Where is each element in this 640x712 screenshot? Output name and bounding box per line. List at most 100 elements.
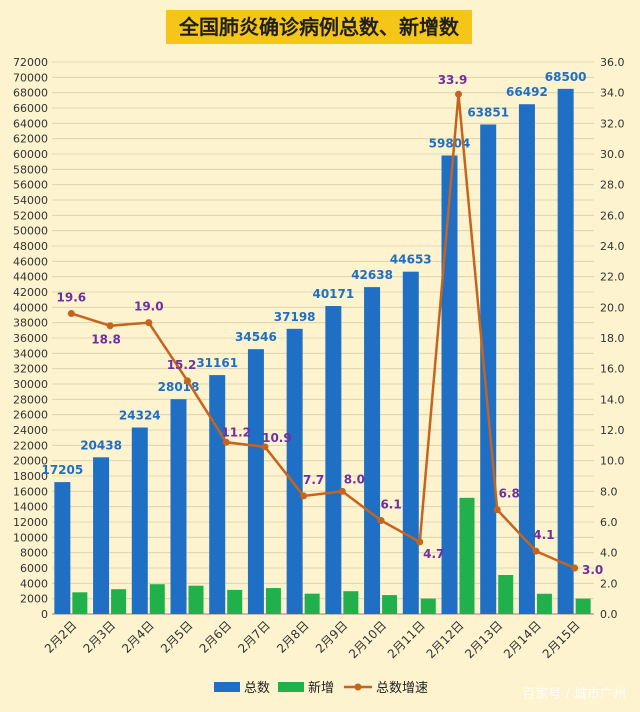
- bar-total-label: 20438: [80, 438, 122, 452]
- x-tick-label: 2月5日: [158, 618, 196, 656]
- bar-total-label: 68500: [545, 70, 587, 84]
- x-tick-label: 2月11日: [385, 618, 428, 661]
- bar-total: [557, 88, 574, 615]
- line-point-label: 33.9: [438, 73, 468, 87]
- line-point: [145, 319, 153, 327]
- y2-tick-label: 22.0: [600, 271, 625, 284]
- y2-tick-label: 14.0: [600, 393, 625, 406]
- watermark: 百家号 / 城市广州: [522, 687, 626, 702]
- y2-tick-label: 32.0: [600, 117, 625, 130]
- legend-swatch-new: [278, 682, 304, 692]
- bar-total-label: 42638: [351, 268, 393, 282]
- y-tick-label: 24000: [13, 424, 48, 437]
- y2-tick-label: 26.0: [600, 209, 625, 222]
- y-tick-label: 68000: [13, 87, 48, 100]
- x-tick-label: 2月15日: [540, 618, 583, 661]
- bar-total: [286, 328, 303, 614]
- y-tick-label: 32000: [13, 363, 48, 376]
- line-point: [493, 506, 501, 514]
- bar-total: [480, 124, 497, 614]
- y-tick-label: 6000: [20, 562, 48, 575]
- line-point: [300, 492, 308, 500]
- chart-title: 全国肺炎确诊病例总数、新增数: [166, 10, 472, 44]
- bar-total: [209, 375, 226, 614]
- y2-tick-label: 8.0: [600, 485, 618, 498]
- y-tick-label: 72000: [13, 56, 48, 69]
- bar-total-label: 66492: [506, 85, 548, 99]
- y-tick-label: 58000: [13, 163, 48, 176]
- line-point-label: 6.8: [499, 487, 520, 501]
- legend-swatch-total: [214, 682, 240, 692]
- x-tick-label: 2月12日: [424, 618, 467, 661]
- x-tick-label: 2月7日: [235, 618, 273, 656]
- y-tick-label: 16000: [13, 485, 48, 498]
- line-point-label: 6.1: [380, 497, 401, 511]
- bar-total: [518, 104, 535, 614]
- line-point-label: 10.9: [262, 431, 292, 445]
- line-point: [377, 516, 385, 524]
- bar-new: [575, 598, 591, 614]
- line-point-label: 11.2: [221, 425, 251, 439]
- bar-new: [420, 598, 436, 614]
- y-tick-label: 20000: [13, 455, 48, 468]
- x-tick-label: 2月8日: [274, 618, 312, 656]
- line-point: [571, 564, 579, 572]
- y-tick-label: 34000: [13, 347, 48, 360]
- line-point: [67, 309, 75, 317]
- y-tick-label: 64000: [13, 117, 48, 130]
- legend-label-new: 新增: [308, 680, 334, 696]
- bar-total: [325, 306, 342, 614]
- line-point: [222, 438, 230, 446]
- y2-tick-label: 2.0: [600, 577, 618, 590]
- y-tick-label: 46000: [13, 255, 48, 268]
- y2-tick-label: 12.0: [600, 424, 625, 437]
- bar-total-label: 63851: [467, 105, 509, 119]
- y2-tick-label: 24.0: [600, 240, 625, 253]
- bar-new: [72, 592, 88, 614]
- bar-new: [111, 589, 127, 614]
- y-tick-label: 40000: [13, 301, 48, 314]
- y2-tick-label: 16.0: [600, 363, 625, 376]
- line-point-label: 19.6: [57, 290, 87, 304]
- y-tick-label: 70000: [13, 71, 48, 84]
- y-tick-label: 28000: [13, 393, 48, 406]
- line-point: [455, 90, 462, 98]
- y-tick-label: 38000: [13, 317, 48, 330]
- bar-total: [364, 287, 381, 614]
- bar-total-label: 17205: [41, 463, 83, 477]
- line-point: [106, 322, 114, 330]
- bar-new: [382, 595, 398, 614]
- x-tick-label: 2月10日: [346, 618, 389, 661]
- line-point-label: 19.0: [134, 300, 164, 314]
- bar-total-label: 59804: [429, 137, 471, 151]
- y-tick-label: 44000: [13, 271, 48, 284]
- bar-total: [402, 271, 419, 614]
- y-tick-label: 62000: [13, 133, 48, 146]
- bar-new: [498, 574, 514, 614]
- bar-total: [170, 399, 187, 614]
- y2-tick-label: 4.0: [600, 547, 618, 560]
- legend-marker-growth: [354, 683, 362, 691]
- bar-total: [131, 427, 148, 614]
- y-tick-label: 56000: [13, 179, 48, 192]
- bar-total-label: 31161: [196, 356, 238, 370]
- line-point: [416, 538, 424, 546]
- x-tick-label: 2月2日: [42, 618, 80, 656]
- bar-total-label: 24324: [119, 409, 161, 423]
- y-tick-label: 4000: [20, 577, 48, 590]
- line-point-label: 4.1: [533, 528, 554, 542]
- x-tick-label: 2月6日: [197, 618, 235, 656]
- y-tick-label: 30000: [13, 378, 48, 391]
- bar-total-label: 34546: [235, 330, 277, 344]
- x-tick-label: 2月3日: [81, 618, 119, 656]
- y-tick-label: 8000: [20, 547, 48, 560]
- line-point-label: 7.7: [303, 473, 324, 487]
- y-tick-label: 42000: [13, 286, 48, 299]
- y-tick-label: 48000: [13, 240, 48, 253]
- y-tick-label: 54000: [13, 194, 48, 207]
- y-tick-label: 50000: [13, 225, 48, 238]
- bar-new: [536, 593, 552, 614]
- bar-total-label: 44653: [390, 253, 432, 267]
- y-tick-label: 36000: [13, 332, 48, 345]
